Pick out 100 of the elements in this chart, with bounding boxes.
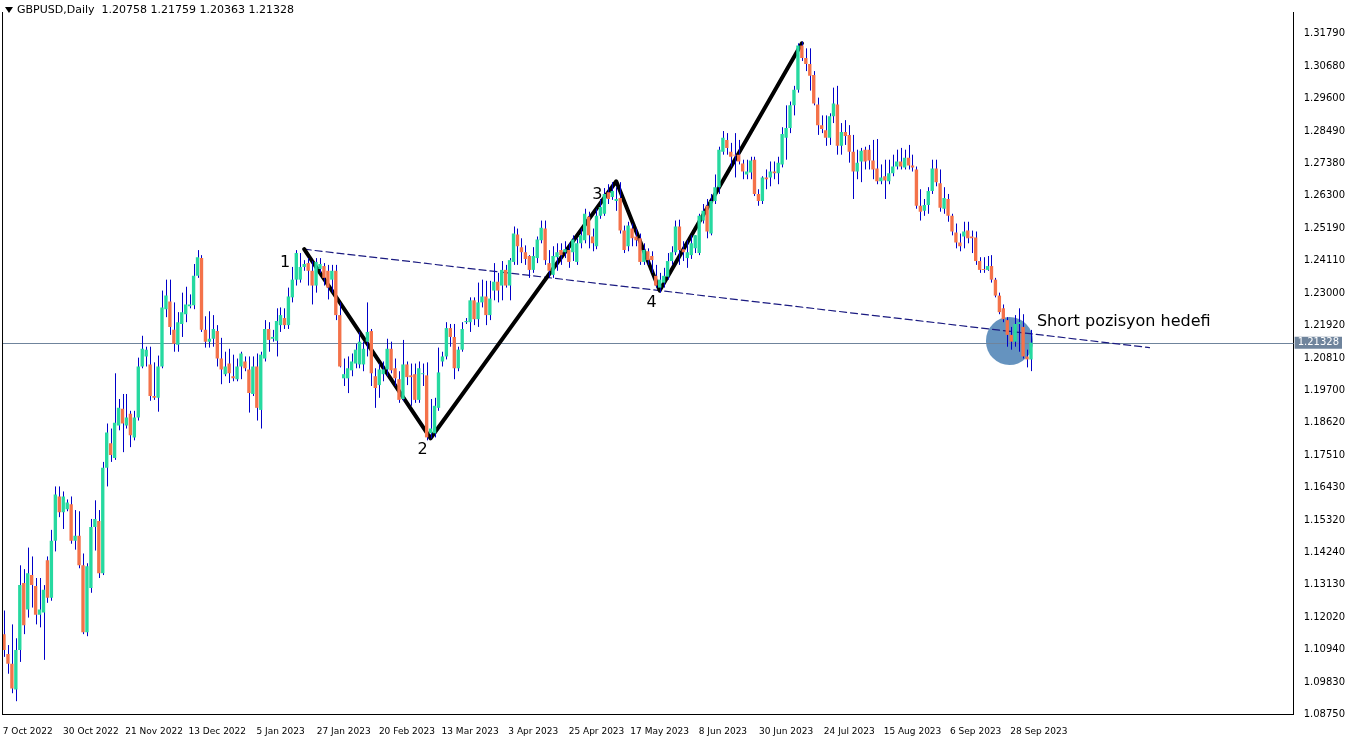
candlestick [626, 221, 630, 252]
y-tick-label: 1.24110 [1303, 254, 1346, 266]
candlestick [476, 282, 480, 328]
y-tick-label: 1.18620 [1303, 416, 1346, 428]
candlestick [227, 348, 231, 384]
candlestick [875, 138, 879, 185]
x-tick-label: 27 Jan 2023 [316, 725, 371, 736]
candlestick [207, 310, 212, 349]
x-tick-label: 24 Jul 2023 [823, 725, 875, 736]
candlestick [61, 490, 65, 530]
y-tick-label: 1.12020 [1303, 611, 1346, 623]
candlestick [733, 132, 737, 178]
x-tick-label: 20 Feb 2023 [378, 725, 435, 736]
candlestick [689, 234, 693, 260]
candlestick [515, 228, 520, 266]
candlestick [460, 321, 464, 353]
y-tick-label: 1.20810 [1303, 351, 1346, 363]
annotation: 1 [280, 252, 291, 272]
y-tick-label: 1.30680 [1303, 59, 1346, 71]
x-tick-label: 13 Dec 2022 [188, 725, 247, 736]
candlestick [642, 242, 646, 266]
candlestick [57, 485, 61, 518]
y-tick-label: 1.10940 [1303, 643, 1346, 655]
candlestick [962, 221, 966, 249]
y-tick-label: 1.31790 [1303, 27, 1346, 39]
y-tick-label: 1.15320 [1303, 513, 1346, 525]
y-tick-label: 1.16430 [1303, 480, 1346, 492]
y-tick-label: 1.23000 [1303, 286, 1346, 298]
x-tick-label: 30 Oct 2022 [63, 725, 119, 736]
x-tick-label: 21 Nov 2022 [125, 725, 183, 736]
candlestick [330, 264, 334, 294]
candlestick [764, 168, 769, 190]
candlestick [1005, 316, 1009, 348]
x-tick-label: 13 Mar 2023 [441, 725, 499, 736]
annotation: Short pozisyon hedefi [1036, 310, 1211, 330]
candlestick [239, 351, 243, 380]
candlestick [108, 428, 113, 463]
candlestick [974, 230, 978, 266]
x-tick-label: 17 May 2023 [630, 725, 690, 736]
x-tick-label: 6 Sep 2023 [950, 725, 1002, 736]
candlestick [598, 198, 603, 220]
annotation: 4 [646, 291, 657, 311]
candlestick [326, 264, 330, 300]
candlestick [879, 163, 883, 185]
candlestick [385, 338, 389, 377]
candlestick [630, 223, 634, 247]
y-tick-label: 1.17510 [1303, 449, 1346, 461]
candlestick [575, 237, 579, 266]
candlestick [488, 280, 492, 321]
chart-title: GBPUSD,Daily 1.20758 1.21759 1.20363 1.21328 [17, 3, 294, 16]
x-tick-label: 3 Apr 2023 [508, 725, 559, 736]
candlestick [496, 272, 500, 303]
candlestick [223, 351, 227, 377]
y-tick-label: 1.26300 [1303, 189, 1346, 201]
candlestick [800, 41, 804, 62]
ref-line-label: 1.21328 [1297, 336, 1340, 348]
candlestick [389, 341, 393, 374]
candlestick [484, 280, 488, 326]
y-tick-label: 1.09830 [1303, 675, 1346, 687]
candlestick [859, 147, 863, 183]
candlestick [365, 301, 370, 357]
candlestick [298, 252, 302, 284]
candlestick [867, 144, 871, 170]
x-tick-label: 28 Sep 2023 [1010, 725, 1068, 736]
candlestick [523, 244, 528, 266]
y-tick-label: 1.29600 [1303, 91, 1346, 103]
candlestick [377, 363, 381, 399]
x-tick-label: 25 Apr 2023 [568, 725, 625, 736]
x-tick-label: 8 Jun 2023 [698, 725, 748, 736]
candlestick [602, 187, 607, 217]
y-tick-label: 1.19700 [1303, 384, 1346, 396]
x-tick-label: 7 Oct 2022 [2, 725, 53, 736]
candlestick [638, 233, 642, 266]
y-tick-label: 1.27380 [1303, 157, 1346, 169]
candlestick [851, 134, 855, 200]
candlestick [472, 296, 476, 326]
candlestick [373, 367, 377, 409]
y-tick-label: 1.25190 [1303, 222, 1346, 234]
y-tick-label: 1.08750 [1303, 707, 1346, 719]
candlestick [871, 139, 875, 180]
candlestick [405, 360, 409, 386]
candlestick [448, 323, 453, 348]
y-tick-label: 1.21920 [1303, 318, 1346, 330]
candlestick [883, 159, 887, 200]
candlestick [409, 363, 413, 407]
candlestick [898, 147, 903, 170]
candlestick [725, 132, 729, 156]
candlestick [503, 264, 508, 289]
y-tick-label: 1.14240 [1303, 545, 1346, 557]
candlestick [500, 260, 504, 301]
candlestick [120, 393, 125, 453]
candlestick [685, 239, 690, 269]
y-tick-label: 1.28490 [1303, 124, 1346, 136]
candlestick [203, 315, 208, 349]
candlestick [73, 509, 77, 551]
candlestick [322, 262, 326, 287]
x-tick-label: 30 Jun 2023 [759, 725, 814, 736]
candlestick [654, 264, 658, 289]
candlestick [211, 314, 216, 348]
x-tick-label: 5 Jan 2023 [256, 725, 305, 736]
